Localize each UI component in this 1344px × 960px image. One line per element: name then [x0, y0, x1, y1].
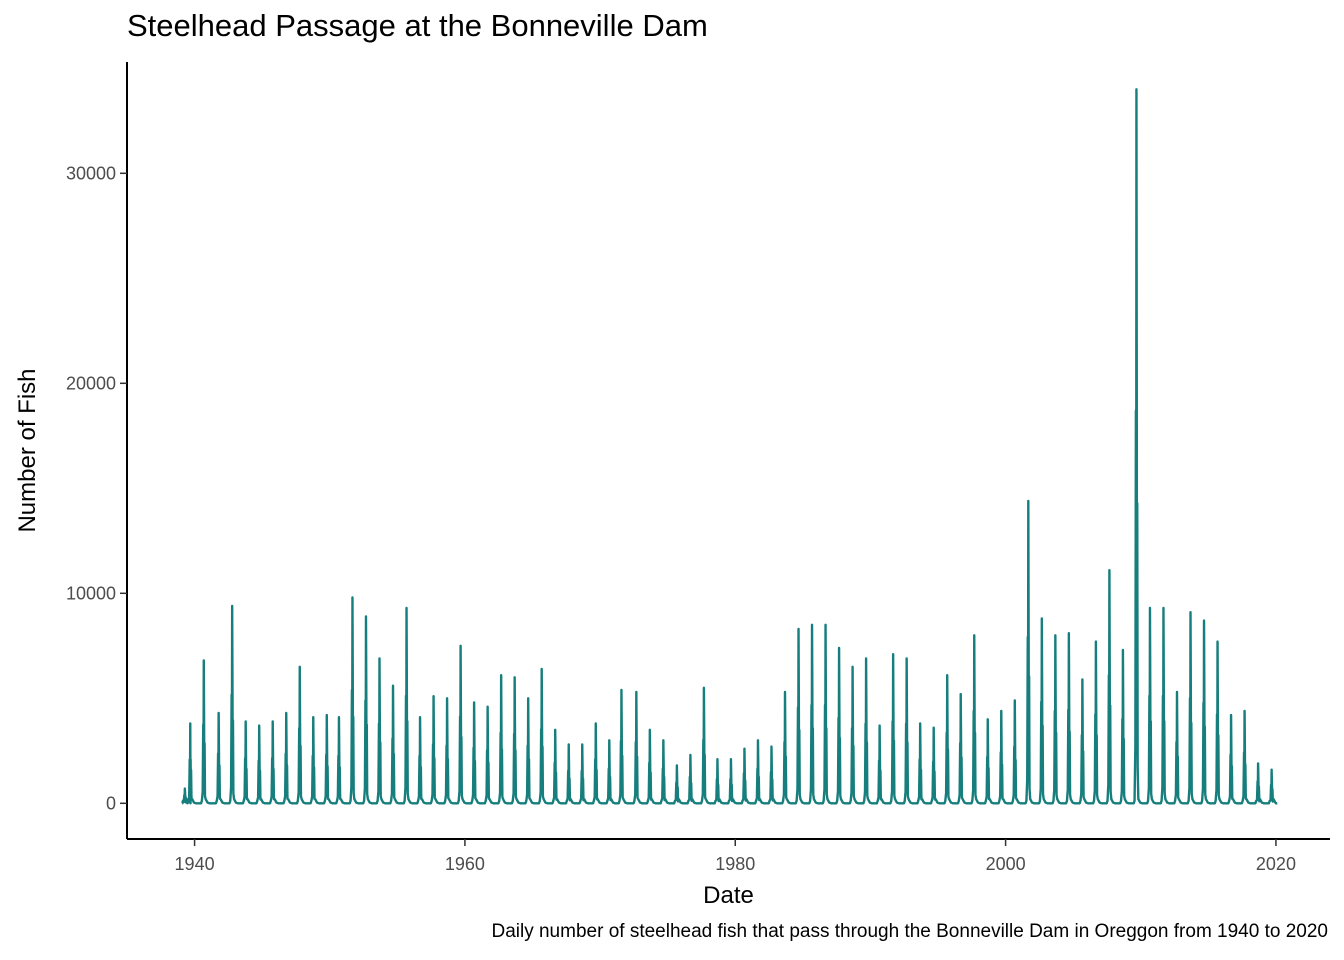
x-tick-label: 1940: [175, 854, 215, 874]
y-tick-label: 10000: [66, 583, 116, 603]
x-tick-label: 1980: [715, 854, 755, 874]
chart-caption: Daily number of steelhead fish that pass…: [491, 921, 1328, 942]
series-line: [181, 88, 1278, 805]
y-tick-label: 20000: [66, 373, 116, 393]
x-tick-label: 2020: [1256, 854, 1296, 874]
y-axis-title: Number of Fish: [14, 368, 41, 532]
x-tick-label: 2000: [986, 854, 1026, 874]
chart-title: Steelhead Passage at the Bonneville Dam: [127, 8, 708, 43]
y-tick-label: 30000: [66, 163, 116, 183]
y-tick-label: 0: [106, 793, 116, 813]
x-axis-title: Date: [703, 882, 754, 909]
x-tick-label: 1960: [445, 854, 485, 874]
